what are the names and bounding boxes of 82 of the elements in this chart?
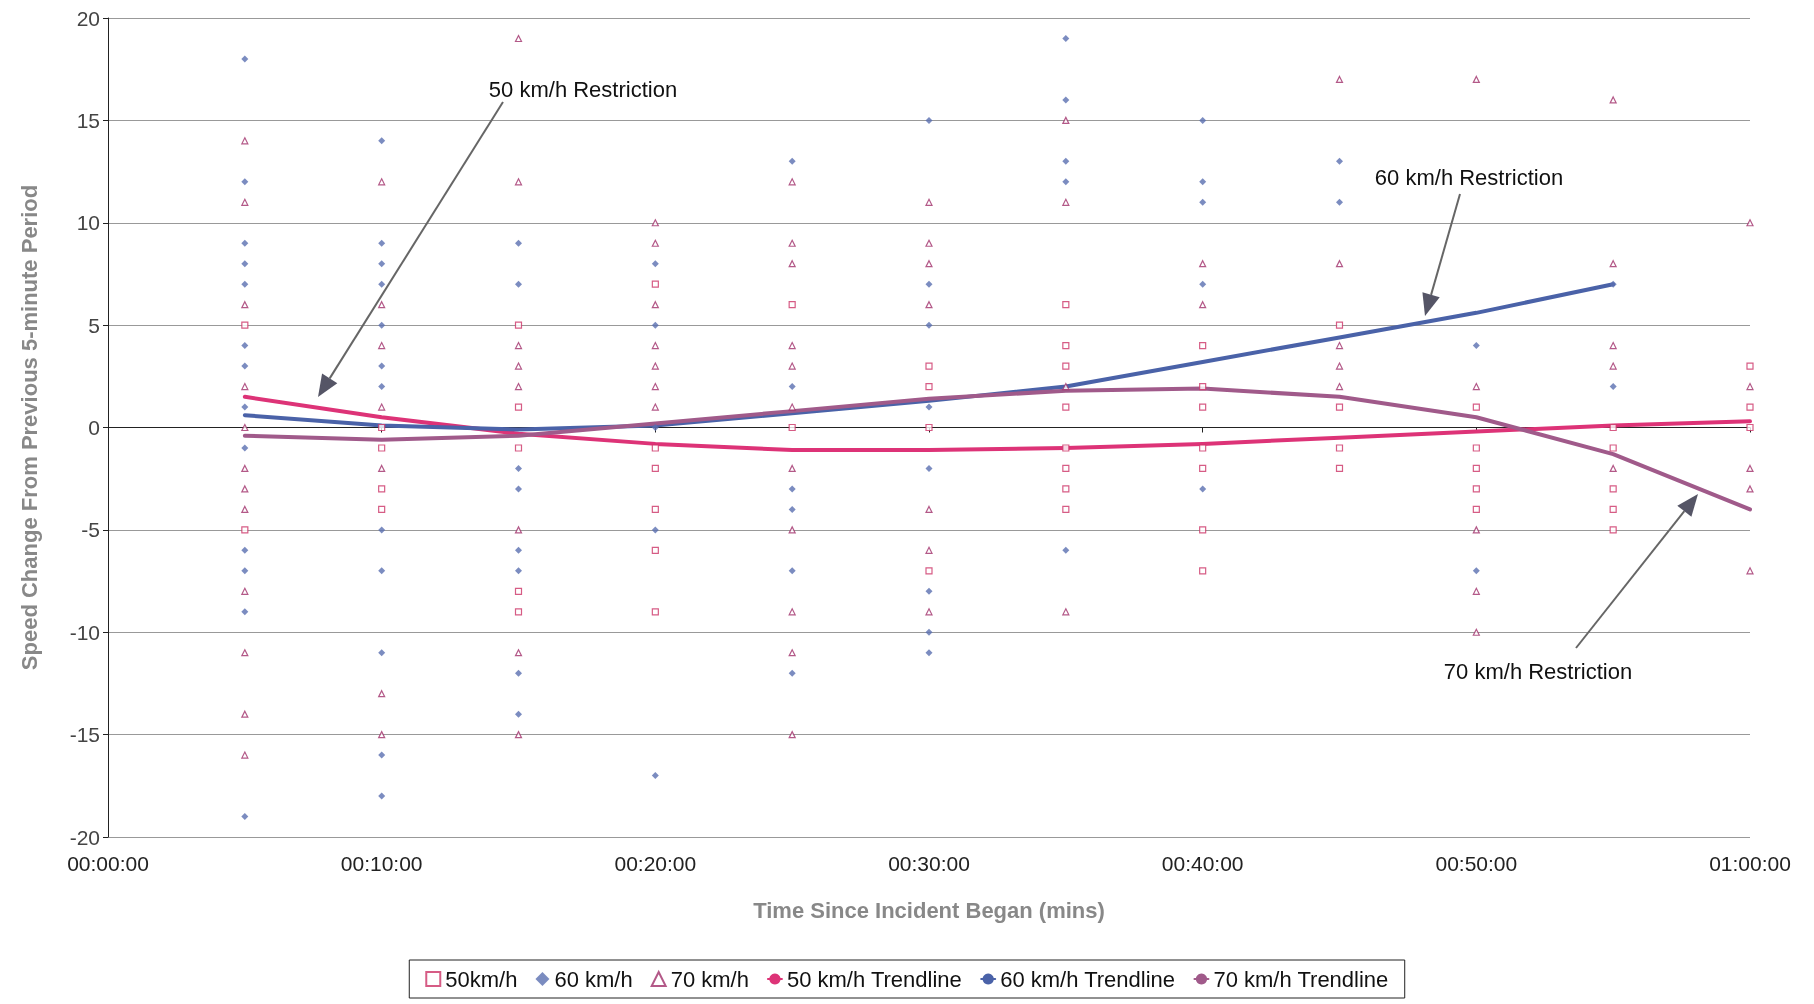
- y-tick-label: 0: [88, 416, 100, 439]
- point: [1199, 526, 1207, 534]
- point: [1062, 464, 1070, 473]
- point: [1609, 505, 1617, 513]
- point: [1335, 403, 1344, 411]
- x-axis-title: Time Since Incident Began (mins): [753, 897, 1105, 923]
- point: [1472, 444, 1480, 452]
- point: [1062, 485, 1070, 493]
- point: [1199, 444, 1207, 452]
- point: [1199, 464, 1207, 473]
- y-axis-title: Speed Change From Previous 5-minute Period: [16, 184, 42, 671]
- y-tick-label: -15: [69, 723, 100, 747]
- y-tick-label: 10: [76, 211, 100, 235]
- point: [1609, 423, 1617, 432]
- x-tick-label: 00:20:00: [614, 852, 697, 875]
- point: [1062, 403, 1070, 411]
- point: [925, 423, 933, 432]
- point: [514, 403, 523, 411]
- y-tick-label: -5: [81, 518, 100, 542]
- point: [1746, 403, 1754, 411]
- point: [1609, 526, 1617, 534]
- y-tick-label: 15: [76, 108, 100, 132]
- point: [1472, 505, 1480, 513]
- point: [1335, 444, 1344, 452]
- point: [1199, 382, 1207, 391]
- point: [1609, 444, 1617, 452]
- point: [651, 444, 659, 452]
- legend-label: 70 km/h Trendline: [1213, 966, 1389, 992]
- annotation: 50 km/h Restriction: [488, 76, 678, 102]
- x-tick-label: 01:00:00: [1709, 852, 1791, 875]
- point: [925, 382, 933, 391]
- x-tick-label: 00:40:00: [1161, 852, 1244, 875]
- point: [378, 423, 386, 432]
- point: [378, 485, 386, 493]
- point: [1472, 403, 1480, 411]
- point: [651, 505, 659, 513]
- point: [651, 464, 659, 473]
- annotation: 60 km/h Restriction: [1374, 164, 1564, 190]
- x-tick-label: 00:50:00: [1435, 852, 1518, 875]
- legend-label: 70 km/h: [670, 966, 749, 992]
- point: [1609, 485, 1617, 493]
- line-series: [242, 394, 1752, 453]
- point: [788, 423, 796, 432]
- point: [1335, 321, 1344, 329]
- point: [1062, 444, 1070, 452]
- point: [514, 321, 523, 329]
- point: [1335, 464, 1344, 473]
- point: [651, 546, 659, 554]
- point: [378, 444, 386, 452]
- y-tick-label: 5: [88, 313, 100, 337]
- point: [925, 362, 933, 370]
- legend-label: 60 km/h Trendline: [1000, 966, 1176, 992]
- legend-label: 60 km/h: [554, 966, 633, 992]
- point: [1746, 362, 1754, 370]
- point: [514, 608, 523, 616]
- point: [1199, 403, 1207, 411]
- point: [1199, 567, 1207, 575]
- point: [1062, 362, 1070, 370]
- legend-label: 50 km/h Trendline: [786, 966, 962, 992]
- point: [1472, 464, 1480, 473]
- point: [514, 587, 523, 595]
- point: [1199, 342, 1207, 350]
- legend-label: 50km/h: [445, 966, 518, 992]
- point: [651, 608, 659, 616]
- point: [1472, 485, 1480, 493]
- point: [241, 321, 249, 329]
- point: [1062, 342, 1070, 350]
- point: [1062, 301, 1070, 309]
- x-tick-label: 00:10:00: [340, 852, 423, 875]
- point: [925, 567, 933, 575]
- y-tick-label: -20: [69, 825, 100, 849]
- annotation: 70 km/h Restriction: [1443, 658, 1633, 684]
- point: [788, 301, 796, 309]
- y-tick-label: 20: [76, 6, 100, 30]
- point: [1062, 505, 1070, 513]
- x-tick-label: 00:30:00: [888, 852, 970, 875]
- point: [241, 526, 249, 534]
- point: [378, 505, 386, 513]
- x-tick-label: 00:00:00: [67, 852, 149, 875]
- point: [651, 280, 659, 288]
- y-tick-label: -10: [69, 620, 100, 644]
- point: [514, 444, 523, 452]
